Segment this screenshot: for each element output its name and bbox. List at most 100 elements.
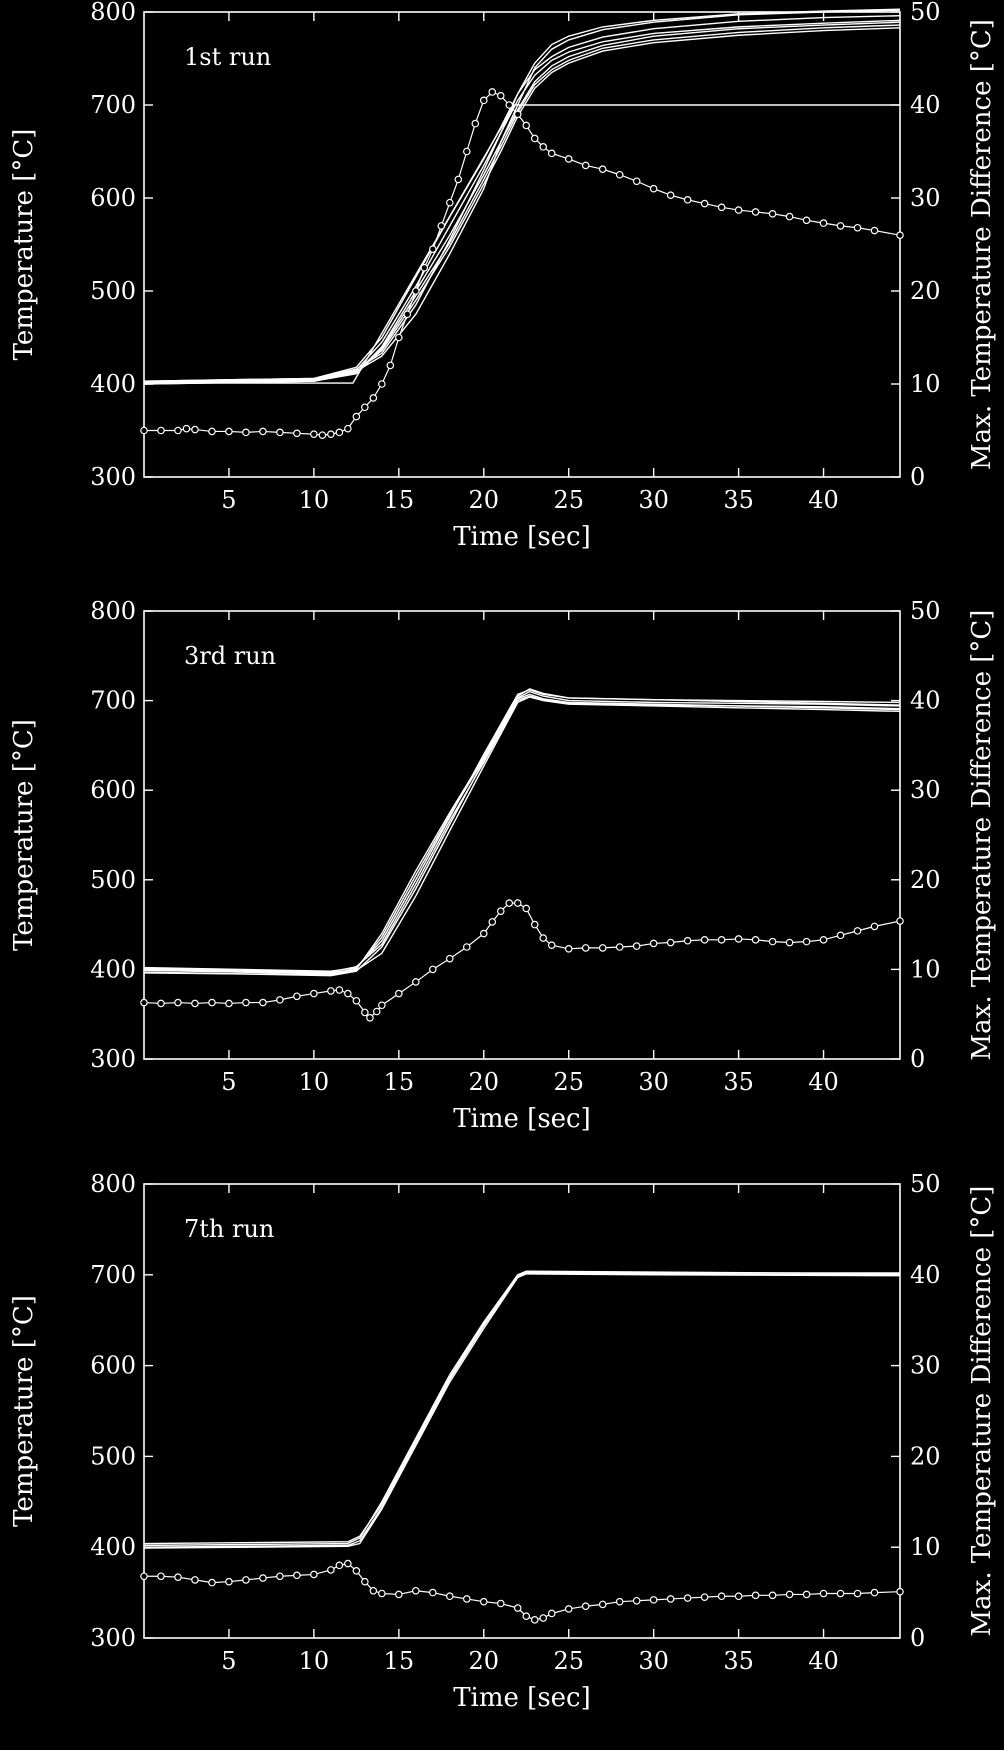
- y-tick-label: 700: [90, 1261, 136, 1289]
- y2-tick-label: 20: [910, 866, 941, 894]
- max-temperature-difference-point: [598, 944, 607, 952]
- max-temperature-difference-point: [327, 1566, 335, 1574]
- max-temperature-difference-point: [140, 426, 148, 435]
- max-temperature-difference-point: [632, 1596, 641, 1605]
- max-temperature-difference-point: [174, 998, 182, 1007]
- max-temperature-difference-point: [242, 998, 250, 1007]
- y-axis-label: Temperature [°C]: [9, 129, 39, 361]
- max-temperature-difference-point: [420, 263, 429, 272]
- max-temperature-difference-point: [335, 1561, 344, 1570]
- run-annotation: 3rd run: [184, 642, 276, 670]
- y-tick-label: 500: [90, 1442, 136, 1470]
- max-temperature-difference-point: [836, 1589, 845, 1598]
- max-temperature-difference-point: [361, 403, 369, 412]
- max-temperature-difference-point: [335, 986, 344, 994]
- y2-tick-label: 40: [910, 91, 941, 119]
- max-temperature-difference-point: [853, 927, 862, 935]
- x-tick-label: 5: [221, 1068, 236, 1096]
- max-temperature-difference-point: [344, 424, 352, 433]
- max-temperature-difference-point: [352, 996, 361, 1005]
- max-temperature-difference-point: [174, 1573, 182, 1581]
- y-tick-label: 400: [90, 370, 136, 398]
- max-temperature-difference-point: [276, 1572, 284, 1581]
- x-tick-label: 10: [299, 1068, 330, 1096]
- max-temperature-difference-point: [182, 424, 191, 433]
- run-annotation: 1st run: [184, 43, 271, 71]
- max-temperature-difference-point: [802, 216, 811, 225]
- max-temperature-difference-point: [564, 1605, 573, 1613]
- max-temperature-difference-point: [615, 170, 624, 179]
- max-temperature-difference-point: [488, 88, 497, 96]
- x-tick-label: 10: [299, 486, 330, 514]
- max-temperature-difference-point: [496, 907, 505, 915]
- x-tick-label: 40: [808, 486, 839, 514]
- max-temperature-difference-point: [547, 149, 556, 158]
- max-temperature-difference-point: [853, 1589, 862, 1598]
- max-temperature-difference-point: [539, 143, 548, 151]
- max-temperature-difference-point: [310, 1570, 318, 1579]
- max-temperature-difference-point: [462, 1595, 471, 1603]
- max-temperature-difference-point: [471, 119, 480, 128]
- max-temperature-difference-point: [896, 231, 904, 240]
- plot-frame: [143, 610, 901, 1060]
- temperature-series-line: [143, 9, 901, 384]
- max-temperature-difference-point: [479, 1597, 488, 1606]
- max-temperature-difference-point: [505, 101, 514, 109]
- max-temperature-difference-line: [143, 902, 901, 1019]
- max-temperature-difference-point: [870, 1588, 879, 1597]
- temperature-series-line: [143, 693, 901, 975]
- max-temperature-difference-point: [462, 943, 471, 951]
- temperature-series-line: [143, 690, 901, 977]
- max-temperature-difference-point: [522, 904, 531, 913]
- y-tick-label: 500: [90, 277, 136, 305]
- x-axis-label: Time [sec]: [453, 522, 591, 552]
- max-temperature-difference-point: [157, 1572, 165, 1581]
- max-temperature-difference-point: [372, 1007, 381, 1016]
- y2-tick-label: 0: [910, 463, 925, 491]
- y-tick-label: 300: [90, 1624, 136, 1652]
- max-temperature-difference-point: [666, 191, 675, 200]
- x-tick-label: 5: [221, 486, 236, 514]
- y2-tick-label: 40: [910, 1261, 941, 1289]
- max-temperature-difference-point: [378, 1001, 386, 1010]
- max-temperature-difference-line: [144, 1562, 901, 1621]
- x-tick-label: 35: [723, 1068, 754, 1096]
- max-temperature-difference-point: [785, 1590, 794, 1599]
- temperature-series-line: [143, 1273, 901, 1549]
- max-temperature-difference-point: [157, 999, 165, 1008]
- plot-frame: [143, 11, 901, 478]
- max-temperature-difference-point: [785, 212, 794, 221]
- max-temperature-difference-point: [751, 1591, 760, 1600]
- max-temperature-difference-point: [225, 1577, 233, 1586]
- max-temperature-difference-point: [437, 222, 446, 230]
- max-temperature-difference-point: [259, 427, 267, 436]
- max-temperature-difference-point: [751, 208, 760, 216]
- x-tick-label: 20: [469, 1647, 500, 1675]
- y-tick-label: 700: [90, 91, 136, 119]
- max-temperature-difference-point: [530, 920, 539, 929]
- max-temperature-difference-point: [445, 198, 454, 207]
- max-temperature-difference-point: [896, 917, 904, 925]
- max-temperature-difference-point: [598, 165, 607, 173]
- max-temperature-difference-point: [318, 431, 327, 439]
- run-annotation: 7th run: [184, 1215, 274, 1243]
- max-temperature-difference-point: [369, 1586, 378, 1595]
- max-temperature-difference-point: [598, 1600, 607, 1609]
- max-temperature-difference-point: [293, 429, 301, 438]
- plot-frame: [143, 1183, 901, 1639]
- y-tick-label: 600: [90, 776, 136, 804]
- max-temperature-difference-point: [259, 998, 267, 1007]
- y-tick-label: 700: [90, 687, 136, 715]
- max-temperature-difference-point: [496, 1599, 505, 1608]
- x-tick-label: 15: [384, 1647, 415, 1675]
- max-temperature-difference-point: [819, 219, 828, 227]
- y2-tick-label: 0: [910, 1624, 925, 1652]
- max-temperature-difference-point: [352, 1567, 361, 1575]
- x-axis-label: Time [sec]: [453, 1683, 591, 1713]
- x-tick-label: 35: [723, 1647, 754, 1675]
- max-temperature-difference-point: [174, 426, 182, 435]
- max-temperature-difference-point: [505, 899, 514, 907]
- max-temperature-difference-point: [539, 934, 548, 942]
- y-tick-label: 300: [90, 463, 136, 491]
- temperature-series-line: [143, 1270, 901, 1547]
